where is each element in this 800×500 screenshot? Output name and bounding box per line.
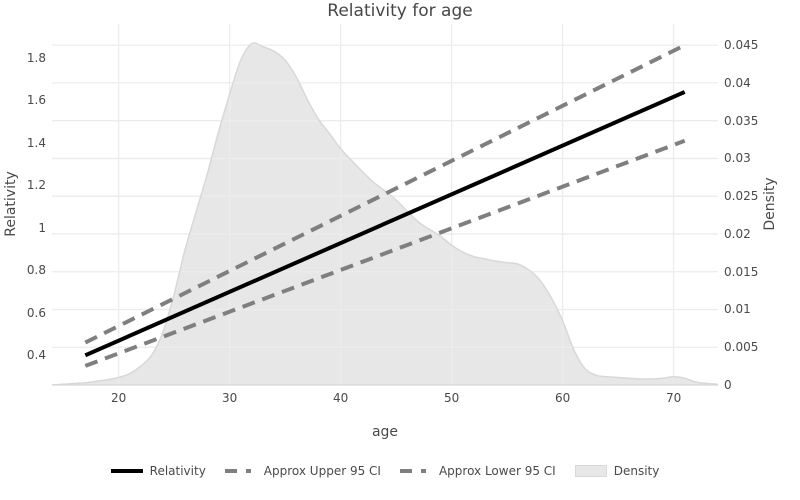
y-right-tick-label: 0.04 [724,75,751,90]
legend-swatch-dashed-line [399,469,432,473]
x-tick-label: 20 [110,391,127,405]
x-tick-label: 50 [443,391,460,405]
density-area [52,42,718,386]
legend-swatch-dashed-line [224,469,257,473]
approx-upper-95-ci-line [84,43,686,345]
y-left-tick-label: 1.6 [26,93,46,108]
chart-title: Relativity for age [327,1,473,21]
y-right-tick-label: 0.02 [724,226,751,241]
density-outline [51,42,719,386]
y-left-tick-label: 0.8 [26,263,46,278]
legend-label: Approx Lower 95 CI [438,464,556,478]
x-axis-title: age [371,424,399,440]
legend-item-approx-upper-95-ci[interactable]: Approx Upper 95 CI [224,464,381,478]
y-left-tick-label: 1.4 [26,135,46,150]
legend-label: Density [613,464,660,478]
legend-swatch-filled-area [574,465,607,477]
relativity-line [84,90,686,358]
y-axis-left-title: Relativity [3,171,19,237]
y-left-tick-label: 0.4 [26,348,46,363]
x-tick-label: 40 [332,391,349,405]
legend-label: Relativity [149,464,206,478]
legend-label: Approx Upper 95 CI [263,464,381,478]
legend-swatch-solid-line [110,469,143,473]
y-right-tick-label: 0 [724,378,732,392]
y-right-tick-label: 0.03 [724,151,751,166]
x-tick-label: 60 [554,391,571,405]
x-tick-label: 70 [665,391,682,405]
y-right-tick-label: 0.01 [724,302,751,317]
y-right-tick-label: 0.015 [724,264,759,279]
legend: Relativity Approx Upper 95 CI Approx Lower… [52,464,718,478]
legend-item-approx-lower-95-ci[interactable]: Approx Lower 95 CI [399,464,556,478]
legend-item-relativity[interactable]: Relativity [110,464,206,478]
x-tick-label: 30 [221,391,238,405]
y-axis-right-title: Density [762,177,778,231]
y-left-tick-label: 0.6 [26,305,46,320]
y-right-tick-label: 0.035 [724,113,759,128]
y-left-tick-label: 1.2 [26,178,46,193]
y-right-tick-label: 0.045 [724,38,759,53]
legend-item-density[interactable]: Density [574,464,660,478]
y-left-tick-label: 1 [38,220,46,235]
y-left-tick-label: 1.8 [26,50,46,65]
y-right-tick-label: 0.005 [724,340,759,355]
y-right-tick-label: 0.025 [724,189,759,204]
approx-lower-95-ci-line [84,138,686,368]
